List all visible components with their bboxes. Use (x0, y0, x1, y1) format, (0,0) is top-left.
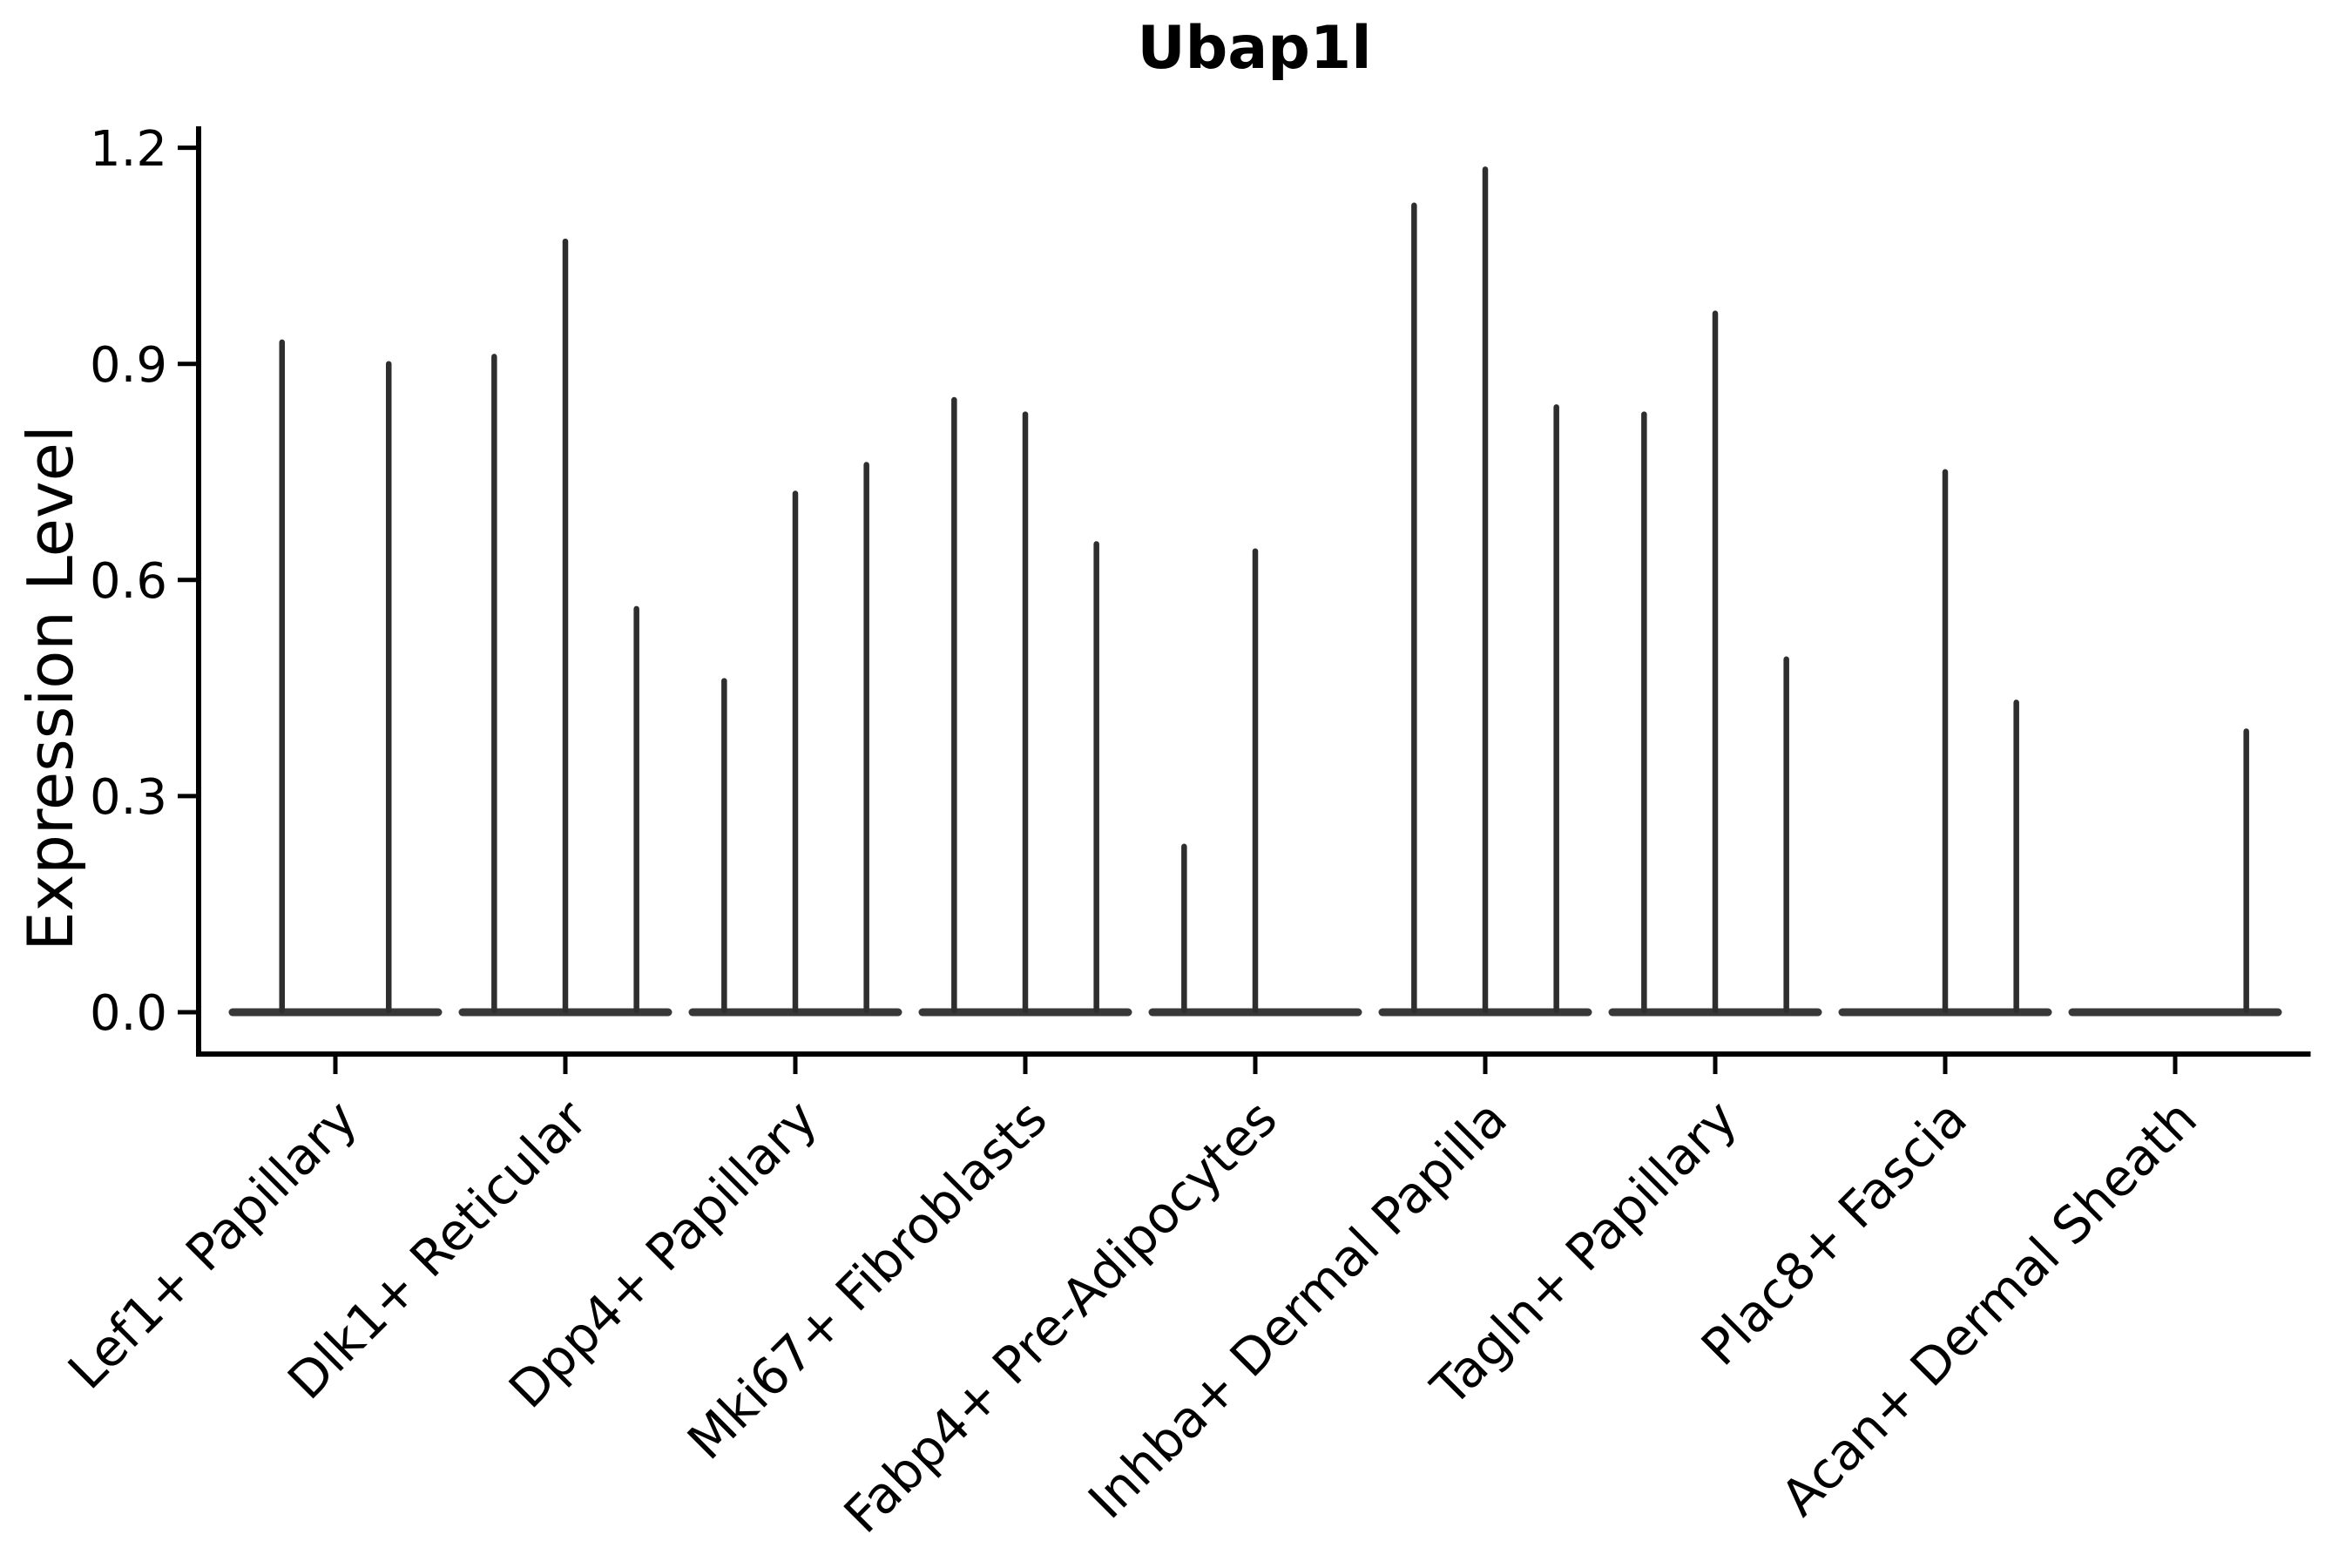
violin-group (1378, 166, 1592, 1017)
y-tick-label: 0.3 (90, 769, 167, 826)
x-tick-label: Acan+ Dermal Sheath (1769, 1089, 2207, 1527)
violin-group (2068, 728, 2282, 1017)
violin-group (688, 462, 902, 1017)
y-tick-label: 0.9 (90, 337, 167, 394)
violin-group (1838, 469, 2052, 1017)
y-tick-label: 1.2 (90, 121, 167, 178)
x-tick-label: Inhba+ Dermal Papilla (1077, 1089, 1518, 1531)
violin-group (918, 396, 1132, 1017)
y-tick-label: 0.0 (90, 985, 167, 1042)
violin-base (2068, 1008, 2282, 1017)
violin-group (1148, 548, 1362, 1017)
violin-group (1608, 310, 1822, 1017)
x-tick-label: Fabp4+ Pre-Adipocytes (833, 1089, 1288, 1544)
y-tick-label: 0.6 (90, 553, 167, 610)
chart-title: Ubap1l (1137, 14, 1372, 83)
violin-group (228, 339, 443, 1017)
violin-group (458, 238, 672, 1017)
violin-base (228, 1008, 443, 1017)
